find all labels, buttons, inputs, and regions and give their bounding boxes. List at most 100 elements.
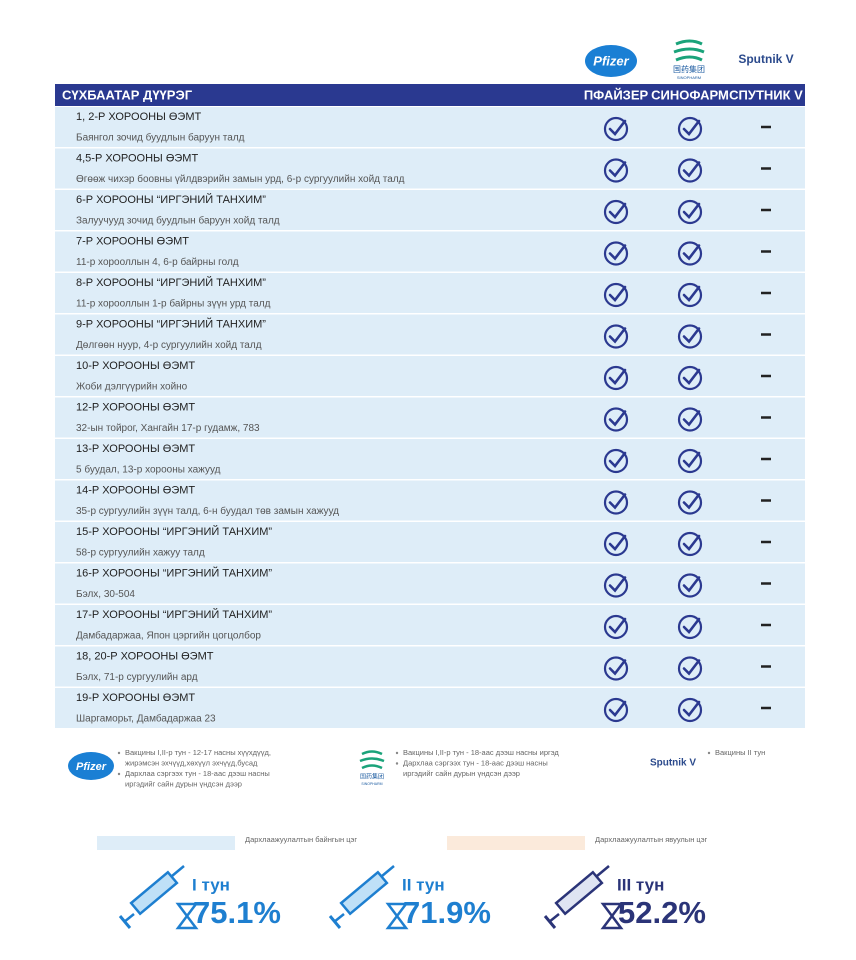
check-mark	[682, 451, 701, 468]
table-row: 17-Р ХОРООНЫ “ИРГЭНИЙ ТАНХИМ” Дамбадаржаа…	[55, 605, 805, 645]
check-icon	[603, 241, 629, 266]
logo-shape	[585, 45, 637, 77]
logo-text: 国药集团	[673, 64, 705, 74]
hourglass	[600, 902, 624, 930]
check-mark	[608, 410, 627, 427]
syringe-needle	[171, 865, 185, 877]
bullet	[117, 751, 121, 755]
check-mark	[682, 202, 701, 219]
check-circle	[603, 241, 629, 266]
check-circle	[603, 324, 629, 349]
location-address: Шаргаморьт, Дамбадаржаа 23	[76, 713, 216, 725]
table-row: 18, 20-Р ХОРООНЫ ӨЭМТ Бэлх, 71-р сургуули…	[55, 646, 805, 687]
logo-shape	[68, 752, 114, 780]
sputnik-logo: Sputnik V	[650, 758, 696, 769]
location-name: 17-Р ХОРООНЫ “ИРГЭНИЙ ТАНХИМ”	[76, 608, 272, 621]
check-circle	[677, 614, 703, 640]
check-mark	[682, 161, 701, 178]
location-name: 15-Р ХОРООНЫ “ИРГЭНИЙ ТАНХИМ”	[76, 525, 272, 538]
location-address: Бэлх, 30-504	[76, 589, 135, 600]
syringe-handle	[328, 915, 342, 929]
check-icon	[677, 614, 703, 640]
table-row: 7-Р ХОРООНЫ ӨЭМТ 11-р хорооллын 4, 6-р ба…	[55, 231, 805, 272]
check-icon	[603, 448, 629, 474]
bullet	[395, 751, 399, 755]
check-circle	[603, 199, 629, 225]
location-name: 7-Р ХОРООНЫ ӨЭМТ	[76, 235, 189, 247]
table-row: 10-Р ХОРООНЫ ӨЭМТ Жоби дэлгүүрийн хойно	[55, 356, 805, 396]
location-name: 18, 20-Р ХОРООНЫ ӨЭМТ	[76, 650, 214, 662]
district-title: СҮХБААТАР ДҮҮРЭГ	[62, 87, 193, 102]
check-mark	[682, 244, 701, 261]
column-header: СПУТНИК V	[729, 87, 803, 102]
hourglass	[175, 902, 199, 930]
logo-text: Pfizer	[593, 53, 629, 68]
check-icon	[677, 241, 703, 266]
note-text: жирэмсэн эхчүүд,хөхүүл эхчүүд,бусад	[125, 758, 258, 767]
check-icon	[603, 365, 629, 391]
check-mark	[608, 368, 627, 385]
note-text: Дархлаа сэргээх тун - 18-аас дээш насны	[403, 758, 548, 767]
check-circle	[677, 158, 703, 183]
table-row: 6-Р ХОРООНЫ “ИРГЭНИЙ ТАНХИМ” Залуучууд зо…	[55, 190, 805, 230]
check-icon	[603, 614, 629, 640]
location-name: 14-Р ХОРООНЫ ӨЭМТ	[76, 484, 195, 496]
location-name: 4,5-Р ХОРООНЫ ӨЭМТ	[76, 152, 198, 164]
check-circle	[603, 490, 629, 515]
note-text: иргэдийг сайн дурын үндсэн дээр	[125, 779, 242, 788]
location-address: 35-р сургуулийн зүүн талд, 6-н буудал тө…	[76, 505, 339, 517]
dose-percent: 71.9%	[403, 895, 491, 930]
check-circle	[603, 614, 629, 640]
check-icon	[677, 158, 703, 183]
check-icon	[603, 407, 629, 432]
check-icon	[603, 573, 629, 598]
check-circle	[677, 531, 703, 557]
location-address: 58-р сургуулийн хажуу талд	[76, 548, 205, 559]
check-icon	[677, 282, 703, 308]
check-circle	[677, 282, 703, 308]
check-mark	[608, 534, 627, 551]
table-row: 4,5-Р ХОРООНЫ ӨЭМТ Өгөөж чихэр боовны үйл…	[55, 148, 805, 189]
table-row: 16-Р ХОРООНЫ “ИРГЭНИЙ ТАНХИМ” Бэлх, 30-50…	[55, 563, 805, 604]
location-address: Баянгол зочид буудлын баруун талд	[76, 132, 245, 144]
check-circle	[677, 241, 703, 266]
table-header	[55, 84, 805, 106]
dose-label: II тун	[402, 875, 445, 894]
syringe-icon	[328, 865, 409, 930]
check-circle	[603, 448, 629, 474]
check-icon	[603, 490, 629, 515]
check-icon	[677, 116, 703, 142]
note-text: Вакцины II тун	[715, 748, 765, 757]
check-circle	[603, 158, 629, 183]
table-row: 9-Р ХОРООНЫ “ИРГЭНИЙ ТАНХИМ” Дөлгөөн нуур…	[55, 314, 805, 355]
check-circle	[677, 407, 703, 432]
table-row: 13-Р ХОРООНЫ ӨЭМТ 5 буудал, 13-р хорооны …	[55, 439, 805, 479]
check-icon	[603, 656, 629, 681]
logo-shape	[359, 750, 385, 770]
location-address: Дамбадаржаа, Япон цэргийн цогцолбор	[76, 630, 261, 642]
check-icon	[603, 116, 629, 142]
check-mark	[608, 202, 627, 219]
check-icon	[603, 158, 629, 183]
column-header: СИНОФАРМ	[651, 87, 729, 102]
logo-text: 国药集团	[360, 773, 384, 781]
check-mark	[608, 493, 627, 510]
check-circle	[677, 448, 703, 474]
table-row: 12-Р ХОРООНЫ ӨЭМТ 32-ын тойрог, Хангайн 1…	[55, 397, 805, 438]
check-icon	[677, 199, 703, 225]
logo-shape	[673, 39, 705, 62]
check-circle	[677, 656, 703, 681]
check-mark	[608, 617, 627, 634]
check-mark	[682, 700, 701, 717]
dose-label: III тун	[617, 875, 664, 894]
note-text: Дархлаа сэргээх тун - 18-аас дээш насны	[125, 769, 270, 778]
check-icon	[677, 407, 703, 432]
location-address: Дөлгөөн нуур, 4-р сургуулийн хойд талд	[76, 340, 262, 351]
bullet	[707, 751, 711, 755]
check-mark	[682, 285, 701, 302]
location-address: 5 буудал, 13-р хорооны хажууд	[76, 464, 221, 476]
check-mark	[682, 327, 701, 344]
check-circle	[603, 531, 629, 557]
check-circle	[603, 282, 629, 308]
